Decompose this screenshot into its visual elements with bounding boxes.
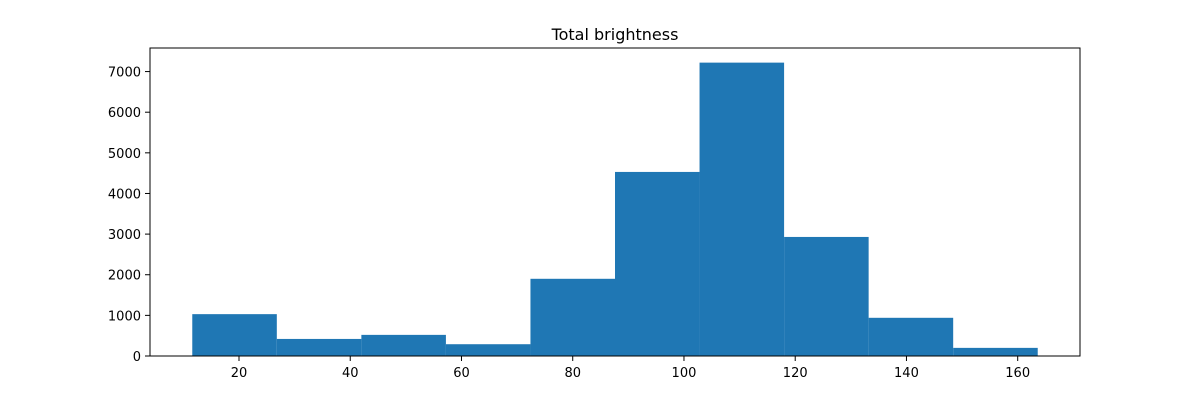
histogram-bar	[445, 344, 531, 356]
bars-group	[192, 62, 1038, 357]
y-tick-label: 5000	[108, 147, 141, 162]
chart-title: Total brightness	[551, 25, 679, 44]
x-tick-label: 40	[342, 366, 359, 381]
histogram-bar	[361, 334, 446, 356]
x-tick-label: 20	[231, 366, 248, 381]
histogram-bar	[953, 347, 1038, 356]
y-tick-label: 1000	[108, 309, 141, 324]
x-axis: 20 40 60 80 100 120 140 160	[231, 356, 1030, 381]
y-tick-label: 0	[133, 350, 141, 365]
y-tick-label: 4000	[108, 187, 141, 202]
histogram-bar	[784, 236, 869, 356]
y-tick-label: 2000	[108, 269, 141, 284]
histogram-bar	[530, 278, 615, 356]
y-tick-label: 3000	[108, 228, 141, 243]
x-tick-label: 100	[672, 366, 697, 381]
x-tick-label: 160	[1005, 366, 1030, 381]
x-tick-label: 80	[564, 366, 581, 381]
histogram-bar	[276, 338, 362, 356]
y-axis: 0 1000 2000 3000 4000 5000 6000 7000	[108, 66, 150, 365]
histogram-bar	[192, 314, 277, 356]
y-tick-label: 6000	[108, 106, 141, 121]
plot-area-frame	[149, 47, 1081, 357]
histogram-bar	[699, 62, 785, 357]
histogram-bar	[615, 171, 700, 356]
x-tick-label: 140	[894, 366, 919, 381]
y-tick-label: 7000	[108, 66, 141, 81]
x-tick-label: 60	[453, 366, 470, 381]
histogram-bar	[868, 317, 954, 356]
x-tick-label: 120	[783, 366, 808, 381]
